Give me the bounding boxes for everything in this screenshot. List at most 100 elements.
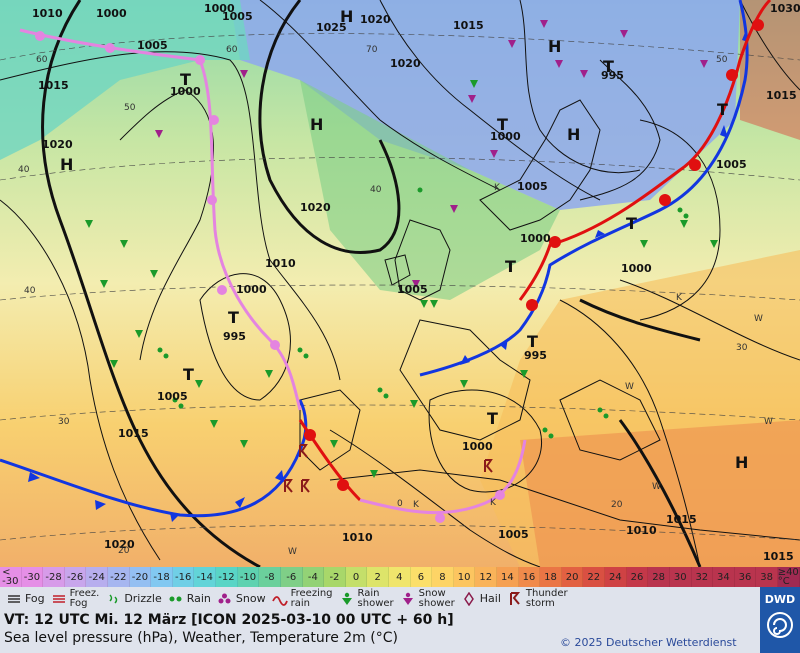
scale-cell: -6 (280, 567, 303, 587)
pressure-value: 1000 (236, 283, 267, 296)
pressure-value: 1020 (390, 57, 421, 70)
scale-cell: 18 (540, 567, 562, 587)
pressure-value: 1020 (300, 201, 331, 214)
scale-cell: -22 (108, 567, 130, 587)
snow-shower-icon (402, 592, 413, 605)
pressure-value: 1015 (453, 19, 484, 32)
pressure-value: 1010 (626, 524, 657, 537)
low-pressure-label: T (497, 115, 508, 134)
high-pressure-label: H (340, 7, 353, 26)
legend-rain: Rain (168, 592, 211, 606)
low-pressure-label: T (603, 57, 614, 76)
high-pressure-label: H (60, 155, 73, 174)
pressure-value: 1005 (157, 390, 188, 403)
scale-cell: 6 (410, 567, 433, 587)
scale-cell: -14 (194, 567, 217, 587)
latitude-label: 30 (736, 343, 748, 353)
latitude-label: 50 (124, 103, 136, 113)
weather-legend: Fog Freez. Fog Drizzle Rain Snow Freezin… (0, 587, 800, 611)
pressure-value: 1000 (490, 130, 521, 143)
scale-cell: 32 (691, 567, 714, 587)
warm-front-east (518, 0, 772, 301)
rain-icon (169, 596, 182, 602)
green-air-region (300, 80, 560, 300)
legend-freezing-fog: Freez. Fog (51, 589, 99, 609)
low-pressure-label: T (487, 409, 498, 428)
legend-snow: Snow (217, 592, 266, 606)
pressure-value: 1015 (666, 513, 697, 526)
pressure-value: 1015 (763, 550, 794, 563)
east-warm-region (740, 0, 800, 140)
snow-shower-icon (155, 20, 708, 288)
scale-max-label: ≥40 °C (777, 567, 800, 587)
legend-label: Hail (479, 592, 501, 605)
legend-drizzle: Drizzle (105, 592, 162, 606)
rain-shower-icon (341, 592, 352, 605)
low-pressure-label: T (626, 214, 637, 233)
scale-cell: 36 (734, 567, 757, 587)
pressure-value: 1000 (204, 2, 235, 15)
scale-cell: -24 (86, 567, 109, 587)
scale-cell: 2 (367, 567, 389, 587)
scale-cell: -10 (237, 567, 260, 587)
scale-cell: -28 (43, 567, 65, 587)
dwd-spiral-icon (767, 612, 793, 638)
pressure-value: 1005 (716, 158, 747, 171)
legend-label: Freezing rain (290, 588, 333, 609)
latitude-label: 40 (370, 185, 382, 195)
warm-front (298, 419, 362, 502)
scale-cell: -2 (324, 567, 346, 587)
pressure-value: 995 (223, 330, 246, 343)
scale-cell: -12 (216, 567, 238, 587)
snow-icon (218, 593, 231, 604)
dwd-logo: DWD (760, 587, 800, 653)
fog-icon (8, 595, 20, 603)
pressure-value: 1015 (118, 427, 149, 440)
pressure-value: 1005 (397, 283, 428, 296)
latitude-label: 20 (118, 546, 130, 556)
temperature-scale: < -30 -30 -28 -26 -24 -22 -20 -18 -16 -14 -12 -10 -8… (0, 567, 800, 587)
major-isobars (41, 0, 702, 567)
cold-front-east (419, 0, 749, 377)
pressure-value: 1005 (517, 180, 548, 193)
pressure-value: 1000 (621, 262, 652, 275)
pressure-value: 1005 (222, 10, 253, 23)
thunderstorm-icon (509, 592, 520, 605)
scale-cell: 26 (626, 567, 649, 587)
pressure-value: 1000 (170, 85, 201, 98)
high-pressure-label: H (735, 453, 748, 472)
occluded-front-symbols (35, 31, 505, 523)
pressure-values: 1010 1000 1000 1005 1025 1020 1015 1000 … (32, 2, 800, 563)
freezing-rain-icon (271, 596, 288, 606)
scale-cell: -30 (21, 567, 44, 587)
cold-air-region (230, 0, 740, 210)
scale-cell: 38 (756, 567, 778, 587)
pressure-value: 1025 (316, 21, 347, 34)
low-pressure-label: T (505, 257, 516, 276)
legend-label: Snow (235, 592, 266, 605)
pressure-value: 1015 (38, 79, 69, 92)
pressure-value: 1020 (360, 13, 391, 26)
valid-time: VT: 12 UTC Mi. 12 März [ICON 2025-03-10 … (4, 612, 454, 628)
low-pressure-label: T (717, 100, 728, 119)
low-pressure-label: T (527, 332, 538, 351)
drizzle-icon (109, 594, 118, 604)
scale-cell: 24 (605, 567, 627, 587)
legend-hail: Hail (461, 592, 501, 606)
scale-cell: 4 (388, 567, 411, 587)
scale-cell: 8 (432, 567, 454, 587)
scale-cell: 22 (583, 567, 606, 587)
pressure-value: 1000 (520, 232, 551, 245)
legend-label: Rain (186, 592, 211, 605)
air-mass-mark: K (676, 293, 683, 303)
legend-label: Drizzle (124, 592, 162, 605)
pressure-value: 1030 (770, 2, 800, 15)
latitude-label: 60 (36, 55, 48, 65)
pressure-value: 1005 (137, 39, 168, 52)
copyright: © 2025 Deutscher Wetterdienst (560, 636, 737, 649)
map-footer: VT: 12 UTC Mi. 12 März [ICON 2025-03-10 … (0, 611, 800, 653)
pressure-value: 1010 (32, 7, 63, 20)
pressure-centers: H H H H H H T T T T T T T T T T (60, 7, 748, 472)
map-subtitle: Sea level pressure (hPa), Weather, Tempe… (4, 630, 398, 646)
scale-cell: -20 (129, 567, 152, 587)
